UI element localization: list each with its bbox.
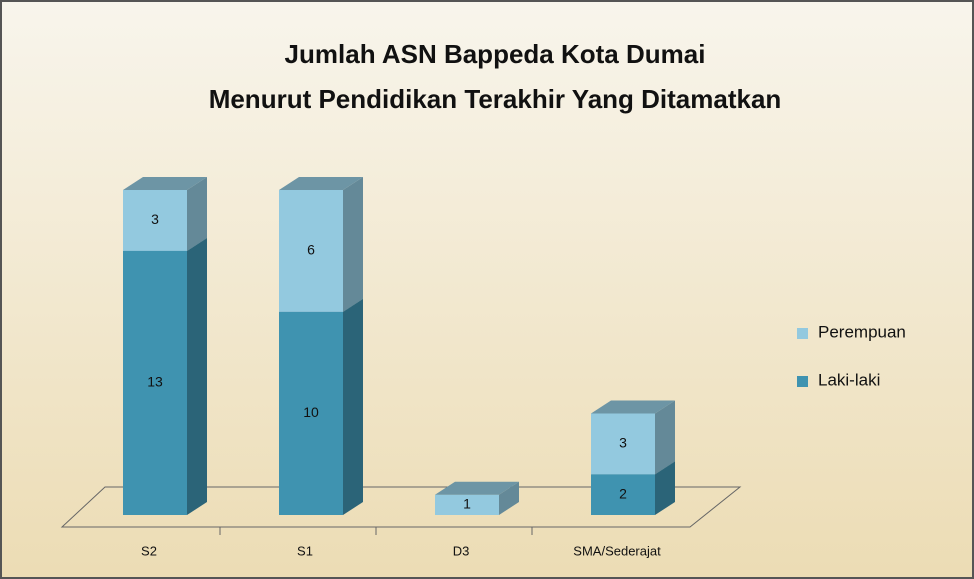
- x-tick-label: D3: [453, 543, 470, 558]
- bar: [123, 190, 187, 251]
- bar-side: [187, 177, 207, 251]
- x-tick-label: SMA/Sederajat: [573, 543, 661, 558]
- bar-side: [343, 298, 363, 515]
- legend-label: Perempuan: [818, 322, 906, 341]
- data-label: 1: [463, 496, 471, 512]
- chart-title: Jumlah ASN Bappeda Kota Dumai: [285, 39, 706, 69]
- bar: [435, 494, 499, 515]
- bar-side: [187, 237, 207, 515]
- chart-subtitle: Menurut Pendidikan Terakhir Yang Ditamat…: [209, 84, 782, 114]
- legend-swatch: [797, 376, 808, 387]
- data-label: 3: [151, 211, 159, 227]
- bar: [591, 474, 655, 515]
- data-label: 13: [147, 374, 163, 390]
- bar: [591, 413, 655, 475]
- floor: [60, 486, 742, 528]
- bar: [279, 190, 343, 312]
- x-tick-label: S1: [297, 543, 313, 558]
- legend-swatch: [797, 328, 808, 339]
- bar: [123, 250, 187, 515]
- data-label: 3: [619, 435, 627, 451]
- bar-top: [279, 177, 363, 190]
- x-tick-label: S2: [141, 543, 157, 558]
- bar: [279, 311, 343, 515]
- data-label: 10: [303, 404, 319, 420]
- bar-side: [655, 461, 675, 515]
- bar-top: [123, 177, 207, 190]
- data-label: 2: [619, 485, 627, 501]
- bar-side: [343, 177, 363, 312]
- bar-side: [655, 400, 675, 475]
- data-label: 6: [307, 242, 315, 258]
- legend-label: Laki-laki: [818, 370, 880, 389]
- bar-top: [591, 400, 675, 414]
- bar-top: [435, 481, 519, 495]
- bar-side: [499, 481, 519, 515]
